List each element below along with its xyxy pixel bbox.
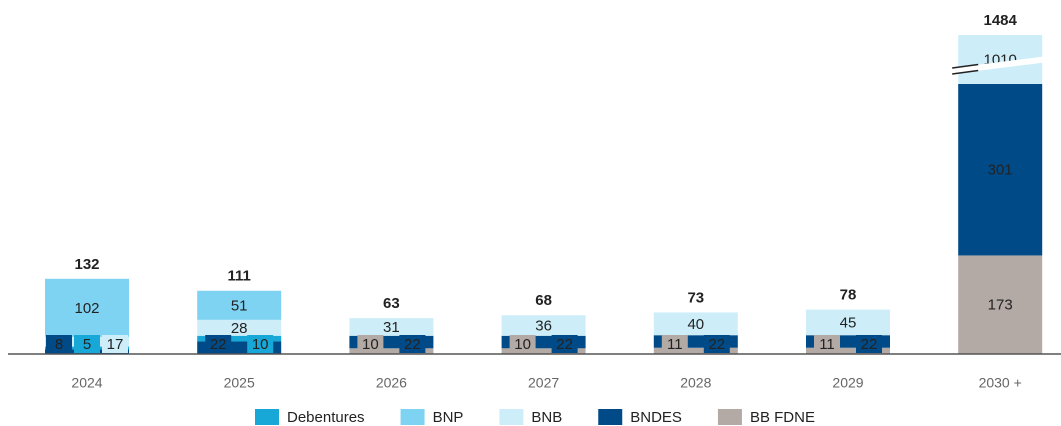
x-tick-label: 2025 <box>224 375 255 391</box>
bar-segment <box>806 347 890 354</box>
bar-segment <box>45 278 129 337</box>
legend-label: BB FDNE <box>750 409 815 426</box>
label-box <box>661 335 688 353</box>
bar-segment <box>501 315 586 336</box>
bar-segment <box>806 309 890 336</box>
legend-swatch <box>255 409 279 425</box>
axis-break <box>952 63 979 69</box>
bar-segment <box>958 83 1043 256</box>
bar-segment <box>197 290 282 320</box>
segment-label: 173 <box>988 297 1013 314</box>
bar-segment <box>197 319 282 336</box>
segment-label: 40 <box>687 316 704 333</box>
axis-break <box>952 69 979 75</box>
segment-label: 10 <box>362 336 379 353</box>
segment-label: 5 <box>83 336 91 353</box>
legend-swatch <box>400 409 425 425</box>
total-label: 68 <box>535 292 552 309</box>
segment-label: 36 <box>535 317 552 334</box>
segment-label: 31 <box>383 319 400 336</box>
total-label: 1484 <box>984 12 1018 29</box>
x-tick-label: 2030 + <box>979 375 1022 391</box>
label-box <box>247 335 274 353</box>
segment-label: 22 <box>861 336 878 353</box>
label-box <box>509 335 536 353</box>
segment-label: 22 <box>556 336 573 353</box>
bar-segment <box>349 318 434 336</box>
segment-label: 45 <box>840 314 857 331</box>
label-box <box>205 335 232 353</box>
total-label: 78 <box>840 287 857 304</box>
bar-segment <box>653 312 738 336</box>
axis-break <box>951 56 1049 74</box>
segment-label: 10 <box>252 336 269 353</box>
segment-label: 102 <box>74 300 99 317</box>
segment-label: 28 <box>231 320 248 337</box>
segment-label: 8 <box>55 336 63 353</box>
segment-label: 11 <box>667 336 683 353</box>
segment-label: 301 <box>988 162 1013 179</box>
label-box <box>551 335 578 353</box>
legend-swatch <box>717 409 742 425</box>
segment-label: 17 <box>107 336 124 353</box>
legend-label: Debentures <box>287 409 365 426</box>
x-tick-label: 2026 <box>376 375 407 391</box>
bar-segment <box>349 348 434 354</box>
segment-label: 22 <box>404 336 421 353</box>
label-box <box>814 335 840 353</box>
legend-label: BNB <box>531 409 562 426</box>
x-tick-label: 2028 <box>680 375 711 391</box>
bar-segment <box>653 347 738 354</box>
legend-label: BNDES <box>630 409 682 426</box>
label-box <box>703 335 730 353</box>
bar-segment <box>501 348 586 354</box>
legend-swatch <box>499 409 524 425</box>
x-tick-label: 2027 <box>528 375 559 391</box>
label-box <box>46 335 72 353</box>
legend-label: BNP <box>433 409 464 426</box>
x-tick-label: 2024 <box>71 375 102 391</box>
label-box <box>74 335 100 353</box>
segment-label: 10 <box>514 336 531 353</box>
label-box <box>856 335 882 353</box>
label-box <box>357 335 384 353</box>
legend-swatch <box>598 409 623 425</box>
segment-label: 11 <box>819 336 835 353</box>
total-label: 73 <box>687 289 704 306</box>
total-label: 132 <box>74 256 99 273</box>
segment-label: 22 <box>708 336 725 353</box>
bar-segment <box>197 335 282 342</box>
total-label: 63 <box>383 295 400 312</box>
bar-segment <box>958 255 1043 354</box>
segment-label: 51 <box>231 297 248 314</box>
label-box <box>102 335 128 353</box>
x-tick-label: 2029 <box>832 375 863 391</box>
label-box <box>399 335 426 353</box>
total-label: 111 <box>228 268 251 285</box>
segment-label: 22 <box>210 336 227 353</box>
